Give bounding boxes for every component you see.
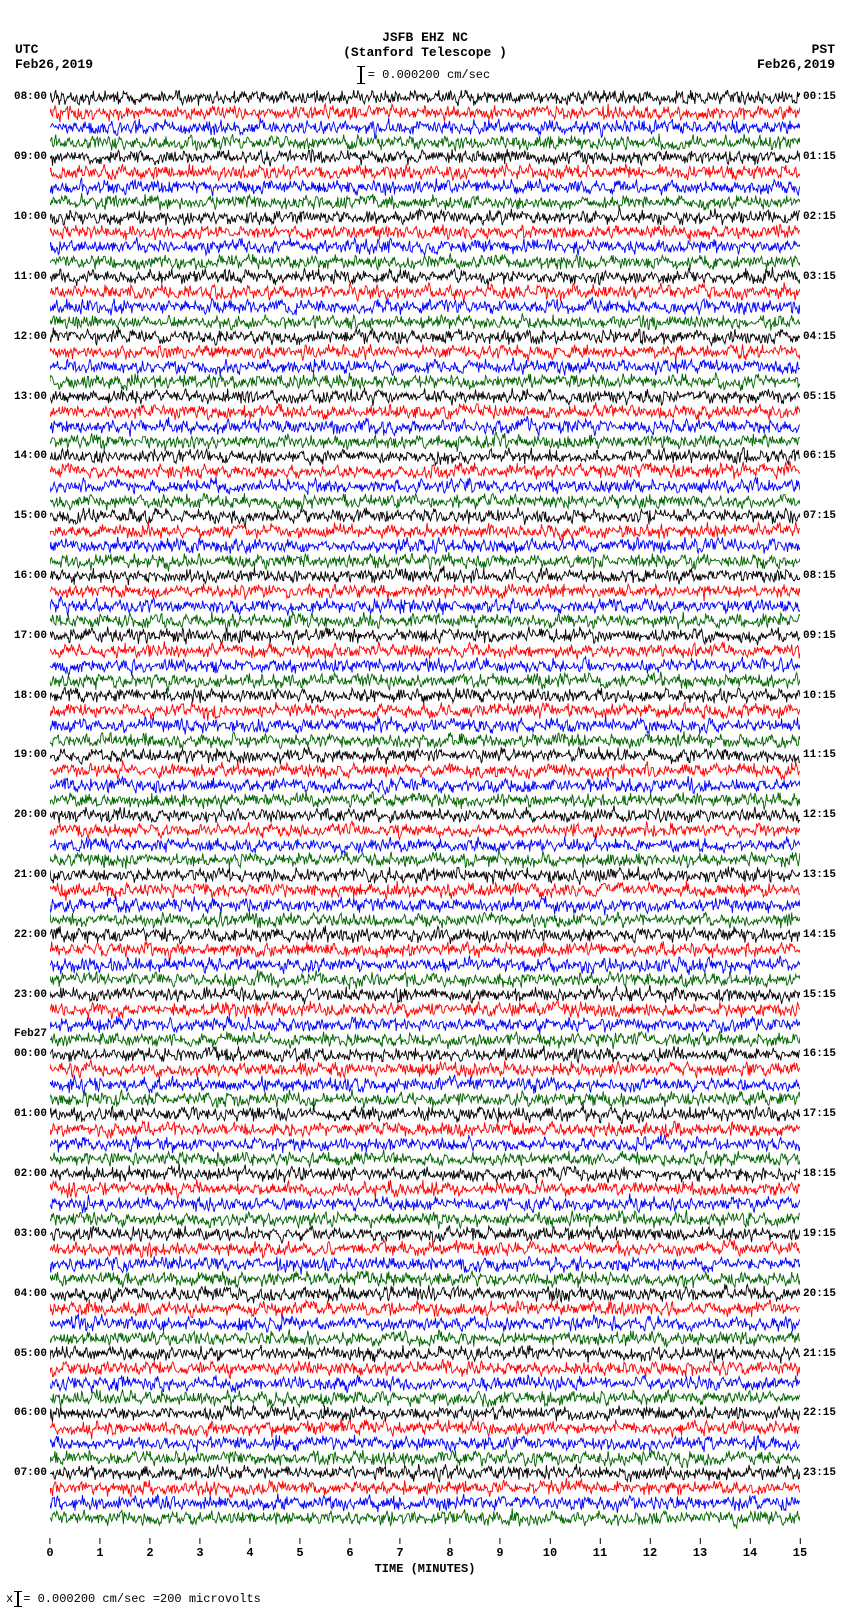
y-label-left: 06:00 (14, 1407, 50, 1419)
amplitude-scale-bar: = 0.000200 cm/sec (360, 66, 490, 84)
y-label-right: 23:15 (800, 1467, 836, 1479)
y-label-right: 14:15 (800, 929, 836, 941)
y-label-left: 23:00 (14, 989, 50, 1001)
y-label-right: 12:15 (800, 809, 836, 821)
y-label-left: 01:00 (14, 1108, 50, 1120)
x-axis: TIME (MINUTES) 0123456789101112131415 (50, 1538, 800, 1568)
y-label-left: 05:00 (14, 1348, 50, 1360)
timezone-left: UTC Feb26,2019 (15, 42, 93, 72)
y-label-right: 22:15 (800, 1407, 836, 1419)
x-tick: 13 (693, 1538, 707, 1560)
y-label-right: 19:15 (800, 1228, 836, 1240)
y-label-left: 09:00 (14, 151, 50, 163)
y-label-right: 06:15 (800, 450, 836, 462)
y-label-left: 13:00 (14, 391, 50, 403)
x-tick: 2 (146, 1538, 153, 1560)
y-label-right: 01:15 (800, 151, 836, 163)
seismogram-plot: 08:0000:1509:0001:1510:0002:1511:0003:15… (50, 90, 800, 1533)
x-tick: 6 (346, 1538, 353, 1560)
footer-scale-text2: 200 microvolts (160, 1592, 261, 1606)
x-tick: 10 (543, 1538, 557, 1560)
y-label-left: 00:00 (14, 1048, 50, 1060)
y-label-right: 15:15 (800, 989, 836, 1001)
x-tick: 1 (96, 1538, 103, 1560)
y-label-left: 16:00 (14, 570, 50, 582)
y-label-right: 16:15 (800, 1048, 836, 1060)
y-label-right: 02:15 (800, 211, 836, 223)
station-location: (Stanford Telescope ) (0, 45, 850, 60)
y-label-left: 07:00 (14, 1467, 50, 1479)
y-label-right: 00:15 (800, 91, 836, 103)
tz-right-date: Feb26,2019 (757, 57, 835, 72)
y-label-right: 05:15 (800, 391, 836, 403)
x-tick: 4 (246, 1538, 253, 1560)
x-tick: 0 (46, 1538, 53, 1560)
tz-left-code: UTC (15, 42, 93, 57)
station-code: JSFB EHZ NC (0, 30, 850, 45)
y-label-left: 08:00 (14, 91, 50, 103)
tz-left-date: Feb26,2019 (15, 57, 93, 72)
y-label-left: 12:00 (14, 331, 50, 343)
y-label-left: 22:00 (14, 929, 50, 941)
y-label-left: 18:00 (14, 690, 50, 702)
y-label-left: 11:00 (14, 271, 50, 283)
y-label-left: 20:00 (14, 809, 50, 821)
x-tick: 7 (396, 1538, 403, 1560)
x-tick: 15 (793, 1538, 807, 1560)
y-label-right: 08:15 (800, 570, 836, 582)
y-label-right: 04:15 (800, 331, 836, 343)
x-tick: 12 (643, 1538, 657, 1560)
timezone-right: PST Feb26,2019 (757, 42, 835, 72)
y-label-right: 10:15 (800, 690, 836, 702)
footer-scale-bar-icon (17, 1591, 19, 1607)
scale-bar-label: = 0.000200 cm/sec (368, 68, 490, 82)
y-label-left: 15:00 (14, 510, 50, 522)
y-label-right: 17:15 (800, 1108, 836, 1120)
y-label-right: 21:15 (800, 1348, 836, 1360)
y-label-right: 07:15 (800, 510, 836, 522)
y-label-right: 03:15 (800, 271, 836, 283)
x-tick: 3 (196, 1538, 203, 1560)
x-tick: 5 (296, 1538, 303, 1560)
y-label-right: 13:15 (800, 869, 836, 881)
seismogram-svg (50, 90, 800, 1533)
date-break-label: Feb27 (14, 1028, 50, 1040)
scale-bar-icon (360, 66, 362, 84)
y-label-left: 17:00 (14, 630, 50, 642)
y-label-right: 11:15 (800, 749, 836, 761)
y-label-right: 18:15 (800, 1168, 836, 1180)
footer-scale-text1: = 0.000200 cm/sec = (23, 1592, 160, 1606)
y-label-left: 19:00 (14, 749, 50, 761)
tz-right-code: PST (757, 42, 835, 57)
chart-header: JSFB EHZ NC (Stanford Telescope ) = 0.00… (0, 0, 850, 88)
x-tick: 9 (496, 1538, 503, 1560)
y-label-left: 10:00 (14, 211, 50, 223)
y-label-left: 03:00 (14, 1228, 50, 1240)
y-label-left: 21:00 (14, 869, 50, 881)
x-tick: 11 (593, 1538, 607, 1560)
x-tick: 8 (446, 1538, 453, 1560)
y-label-right: 20:15 (800, 1288, 836, 1300)
x-tick: 14 (743, 1538, 757, 1560)
y-label-left: 02:00 (14, 1168, 50, 1180)
y-label-left: 14:00 (14, 450, 50, 462)
y-label-right: 09:15 (800, 630, 836, 642)
footer-scale-prefix: x (6, 1592, 13, 1606)
footer-scale: x = 0.000200 cm/sec = 200 microvolts (6, 1591, 261, 1607)
y-label-left: 04:00 (14, 1288, 50, 1300)
x-axis-label: TIME (MINUTES) (375, 1562, 476, 1576)
